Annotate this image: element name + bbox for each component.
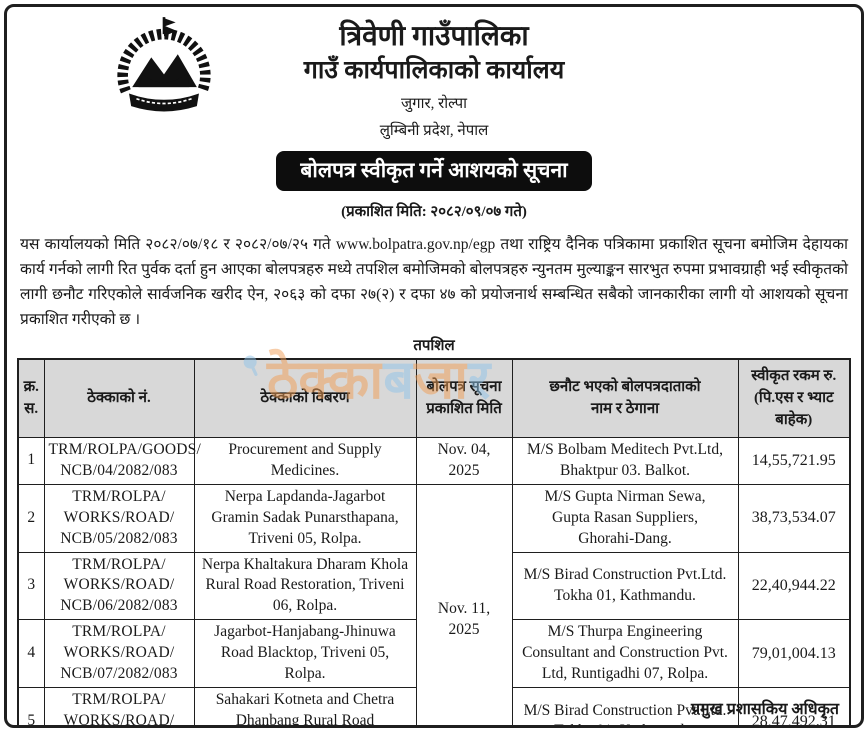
cell-description: Procurement and Supply Medicines. [193, 436, 417, 485]
cell-bidder: M/S Bolbam Meditech Pvt.Ltd, Bhaktpur 03… [511, 436, 739, 485]
nepal-coat-of-arms-logo [117, 17, 211, 112]
details-label: तपशिल [413, 338, 455, 355]
cell-description: Jagarbot-Hanjabang-Jhinuwa Road Blacktop… [193, 619, 417, 689]
table-row: 4 TRM/ROLPA/ WORKS/ROAD/ NCB/07/2082/083… [17, 619, 851, 689]
cell-amount: 79,01,004.13 [737, 619, 851, 689]
table-header-row: क्र. स. ठेक्काको नं. ठेक्काको विबरण बोलप… [17, 358, 851, 438]
published-date-line: (प्रकाशित मिति: २०८२/०९/०७ गते) [341, 204, 527, 220]
cell-contract-no: TRM/ROLPA/ WORKS/ROAD/ NCB/06/2082/083 [43, 551, 195, 621]
address-place: जुगार, रोल्पा [401, 96, 467, 112]
cell-sn: 1 [17, 436, 45, 485]
cell-published-date: Nov. 04, 2025 [415, 436, 513, 485]
office-name: गाउँ कार्यपालिकाको कार्यालय [303, 57, 565, 84]
letterhead: त्रिवेणी गाउँपालिका गाउँ कार्यपालिकाको क… [7, 7, 861, 221]
col-header-contract-no: ठेक्काको नं. [43, 358, 195, 438]
col-header-description: ठेक्काको विबरण [193, 358, 417, 438]
cell-amount: 14,55,721.95 [737, 436, 851, 485]
cell-description: Nerpa Lapdanda-Jagarbot Gramin Sadak Pun… [193, 483, 417, 553]
col-header-bidder: छनौट भएको बोलपत्रदाताको नाम र ठेगाना [511, 358, 739, 438]
municipality-name: त्रिवेणी गाउँपालिका [339, 21, 529, 52]
cell-amount: 28,47,492.31 [737, 687, 851, 725]
col-header-amount: स्वीकृत रकम रु. (पि.एस र भ्याट बाहेक) [737, 358, 851, 438]
cell-contract-no: TRM/ROLPA/ WORKS/ROAD/ NCB/05/2082/083 [43, 483, 195, 553]
cell-description: Nerpa Khaltakura Dharam Khola Rural Road… [193, 551, 417, 621]
cell-sn: 5 [17, 687, 45, 725]
cell-bidder: M/S Birad Construction Pvt.Ltd. Tokha 01… [511, 551, 739, 621]
table-row: 5 TRM/ROLPA/ WORKS/ROAD/ NCB/08/2082/083… [17, 687, 851, 725]
notice-body-paragraph: यस कार्यालयको मिति २०८२/०७/१८ र २०८२/०७/… [20, 236, 848, 329]
tender-award-table: क्र. स. ठेक्काको नं. ठेक्काको विबरण बोलप… [17, 358, 851, 725]
cell-description: Sahakari Kotneta and Chetra Dhanbang Rur… [193, 687, 417, 725]
cell-published-date-merged: Nov. 11, 2025 [415, 483, 513, 725]
signature-title: प्रमुख प्रशासकिय अधिकृत [690, 701, 839, 718]
cell-contract-no: TRM/ROLPA/ WORKS/ROAD/ NCB/07/2082/083 [43, 619, 195, 689]
notice-title-banner: बोलपत्र स्वीकृत गर्ने आशयको सूचना [276, 151, 592, 191]
col-header-published-date: बोलपत्र सूचना प्रकाशित मिति [415, 358, 513, 438]
cell-bidder: M/S Thurpa Engineering Consultant and Co… [511, 619, 739, 689]
cell-bidder: M/S Birad Construction Pvt.Ltd. Tokha 01… [511, 687, 739, 725]
table-row: 2 TRM/ROLPA/ WORKS/ROAD/ NCB/05/2082/083… [17, 483, 851, 725]
cell-amount: 38,73,534.07 [737, 483, 851, 553]
cell-contract-no: TRM/ROLPA/GOODS/ NCB/04/2082/083 [43, 436, 201, 485]
cell-sn: 4 [17, 619, 45, 689]
col-header-sn: क्र. स. [17, 358, 45, 438]
notice-page: त्रिवेणी गाउँपालिका गाउँ कार्यपालिकाको क… [4, 4, 864, 728]
address-province: लुम्बिनी प्रदेश, नेपाल [379, 123, 489, 139]
cell-contract-no: TRM/ROLPA/ WORKS/ROAD/ NCB/08/2082/083 [43, 687, 195, 725]
cell-amount: 22,40,944.22 [737, 551, 851, 621]
cell-bidder: M/S Gupta Nirman Sewa, Gupta Rasan Suppl… [511, 483, 739, 553]
cell-sn: 2 [17, 483, 45, 553]
cell-sn: 3 [17, 551, 45, 621]
table-row: 1 TRM/ROLPA/GOODS/ NCB/04/2082/083 Procu… [17, 436, 851, 485]
